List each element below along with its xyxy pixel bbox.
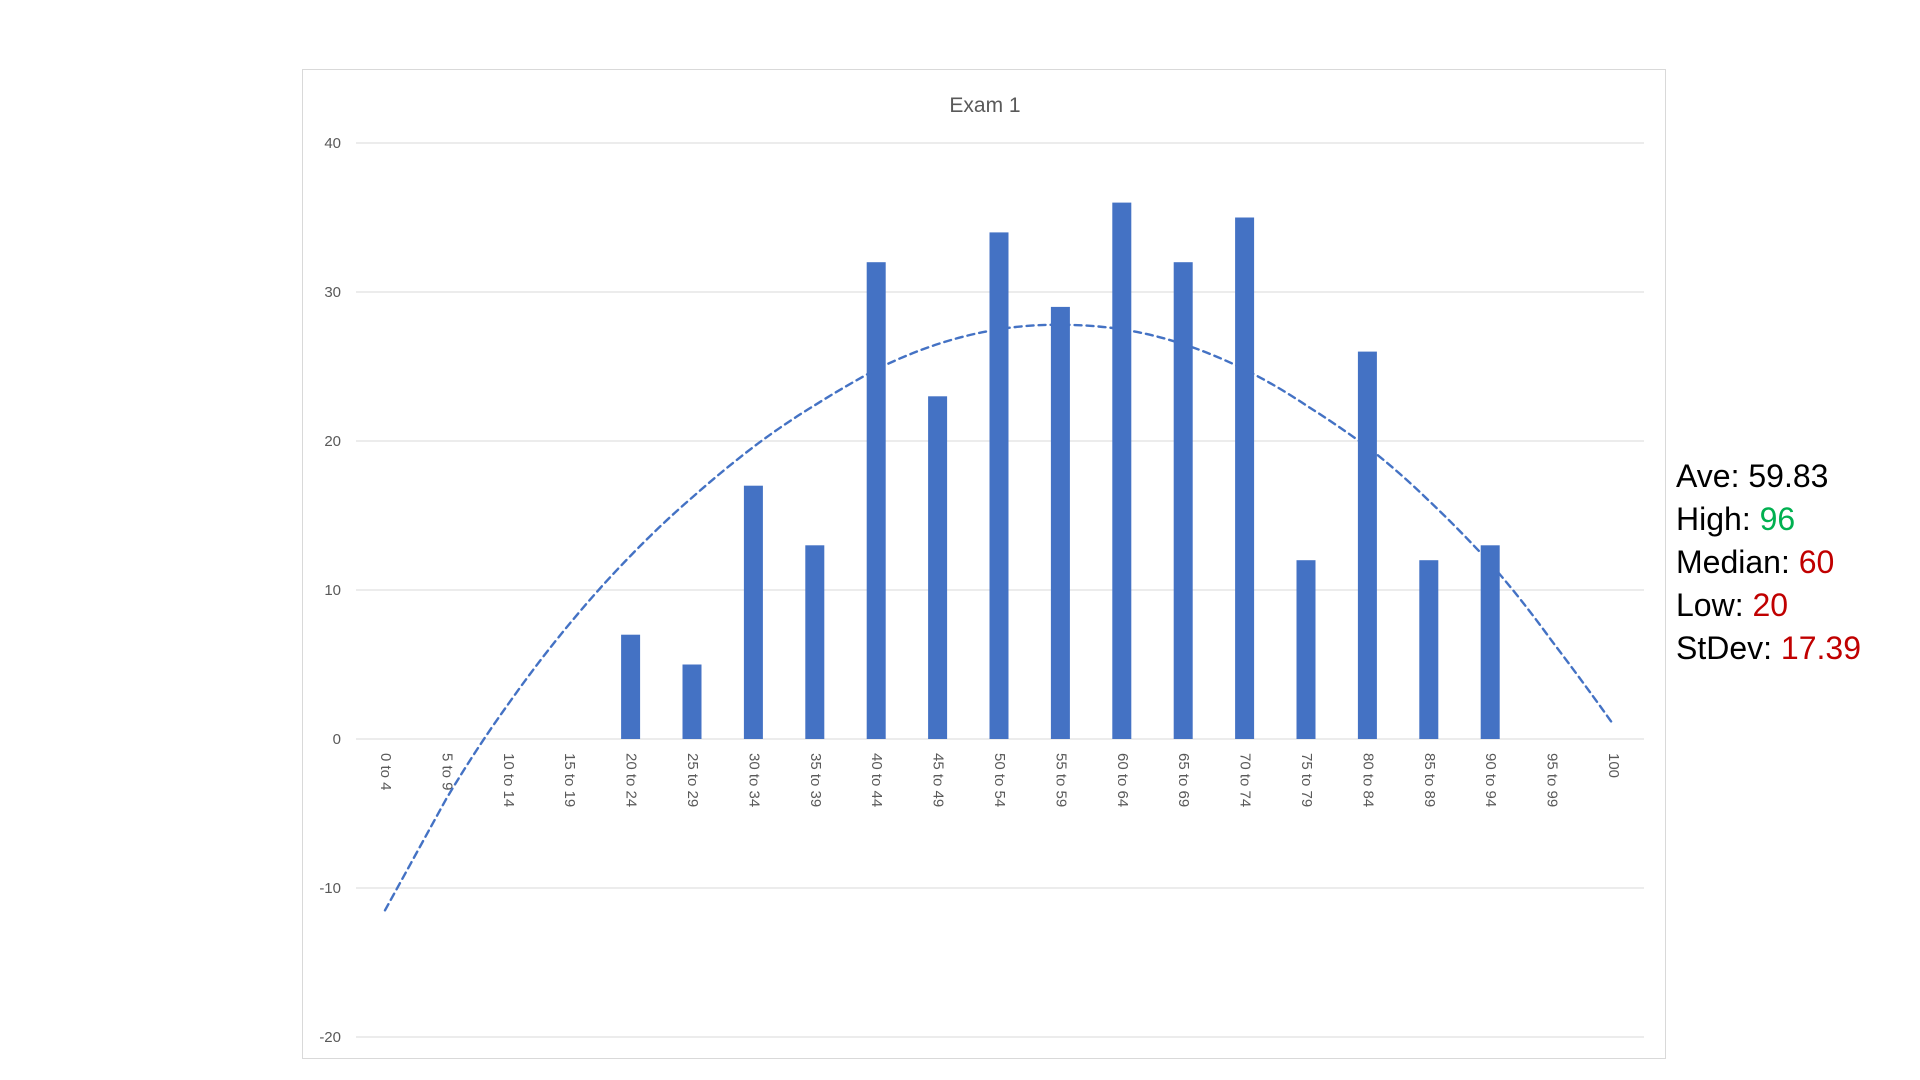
y-tick-label: 0: [333, 731, 341, 748]
x-tick-label: 55 to 59: [1052, 753, 1069, 807]
x-tick-label: 15 to 19: [561, 753, 578, 807]
stat-median-value: 60: [1798, 544, 1835, 580]
x-tick-label: 75 to 79: [1298, 753, 1315, 807]
x-tick-label: 95 to 99: [1544, 753, 1561, 807]
x-tick-label: 35 to 39: [807, 753, 824, 807]
chart-frame: Exam 1 -20 -10 0 10 20 30 40 0 to 4 5 to 9 10 to 1…: [302, 69, 1666, 1059]
bar: [1112, 202, 1132, 740]
histogram-chart: Exam 1 -20 -10 0 10 20 30 40 0 to 4 5 to 9 10 to 1…: [319, 94, 1644, 1046]
x-tick-label: 100: [1605, 753, 1622, 778]
x-tick-label: 70 to 74: [1237, 753, 1254, 807]
stat-average: Ave: 59.83: [1676, 455, 1861, 498]
stat-low-label: Low:: [1676, 587, 1753, 623]
x-tick-label: 20 to 24: [623, 753, 640, 807]
x-tick-label: 60 to 64: [1114, 753, 1131, 807]
bar: [1050, 306, 1070, 739]
y-tick-label: 30: [324, 284, 341, 301]
x-tick-label: 5 to 9: [438, 753, 455, 791]
x-tick-label: 25 to 29: [684, 753, 701, 807]
trendline: [383, 323, 1615, 912]
bar: [866, 262, 886, 739]
bar: [743, 485, 763, 739]
x-tick-label: 40 to 44: [868, 753, 885, 807]
bar: [1173, 262, 1193, 739]
x-tick-label: 65 to 69: [1175, 753, 1192, 807]
y-tick-label: 20: [324, 433, 341, 450]
stat-average-value: 59.83: [1748, 458, 1829, 494]
x-tick-label: 80 to 84: [1359, 753, 1376, 807]
stats-panel: Ave: 59.83 High: 96 Median: 60 Low: 20 S…: [1676, 455, 1861, 670]
stat-median: Median: 60: [1676, 541, 1861, 584]
stat-stdev-value: 17.39: [1780, 630, 1861, 666]
stat-stdev: StDev: 17.39: [1676, 627, 1861, 670]
stat-median-label: Median:: [1676, 544, 1799, 580]
stat-high-label: High:: [1676, 501, 1760, 537]
stat-low-value: 20: [1752, 587, 1789, 623]
bar: [1235, 217, 1255, 739]
chart-title: Exam 1: [949, 94, 1020, 117]
bar: [805, 545, 825, 739]
stat-high: High: 96: [1676, 498, 1861, 541]
x-tick-label: 0 to 4: [377, 753, 394, 791]
stat-stdev-label: StDev:: [1676, 630, 1781, 666]
x-tick-label: 30 to 34: [745, 753, 762, 807]
y-tick-label: -20: [319, 1029, 341, 1046]
bar: [1296, 560, 1316, 739]
stat-high-value: 96: [1759, 501, 1796, 537]
bar: [928, 396, 948, 739]
bar: [1419, 560, 1439, 739]
y-tick-label: 10: [324, 582, 341, 599]
bar: [1480, 545, 1500, 739]
bar: [682, 664, 702, 739]
bar: [1357, 351, 1377, 739]
stat-low: Low: 20: [1676, 584, 1861, 627]
x-tick-label: 50 to 54: [991, 753, 1008, 807]
bar: [989, 232, 1009, 739]
bar: [621, 634, 641, 739]
y-tick-label: 40: [324, 135, 341, 152]
x-tick-label: 90 to 94: [1482, 753, 1499, 807]
x-tick-label: 45 to 49: [930, 753, 947, 807]
x-tick-label: 85 to 89: [1421, 753, 1438, 807]
stat-average-label: Ave:: [1676, 458, 1749, 494]
y-tick-label: -10: [319, 880, 341, 897]
x-tick-label: 10 to 14: [500, 753, 517, 807]
